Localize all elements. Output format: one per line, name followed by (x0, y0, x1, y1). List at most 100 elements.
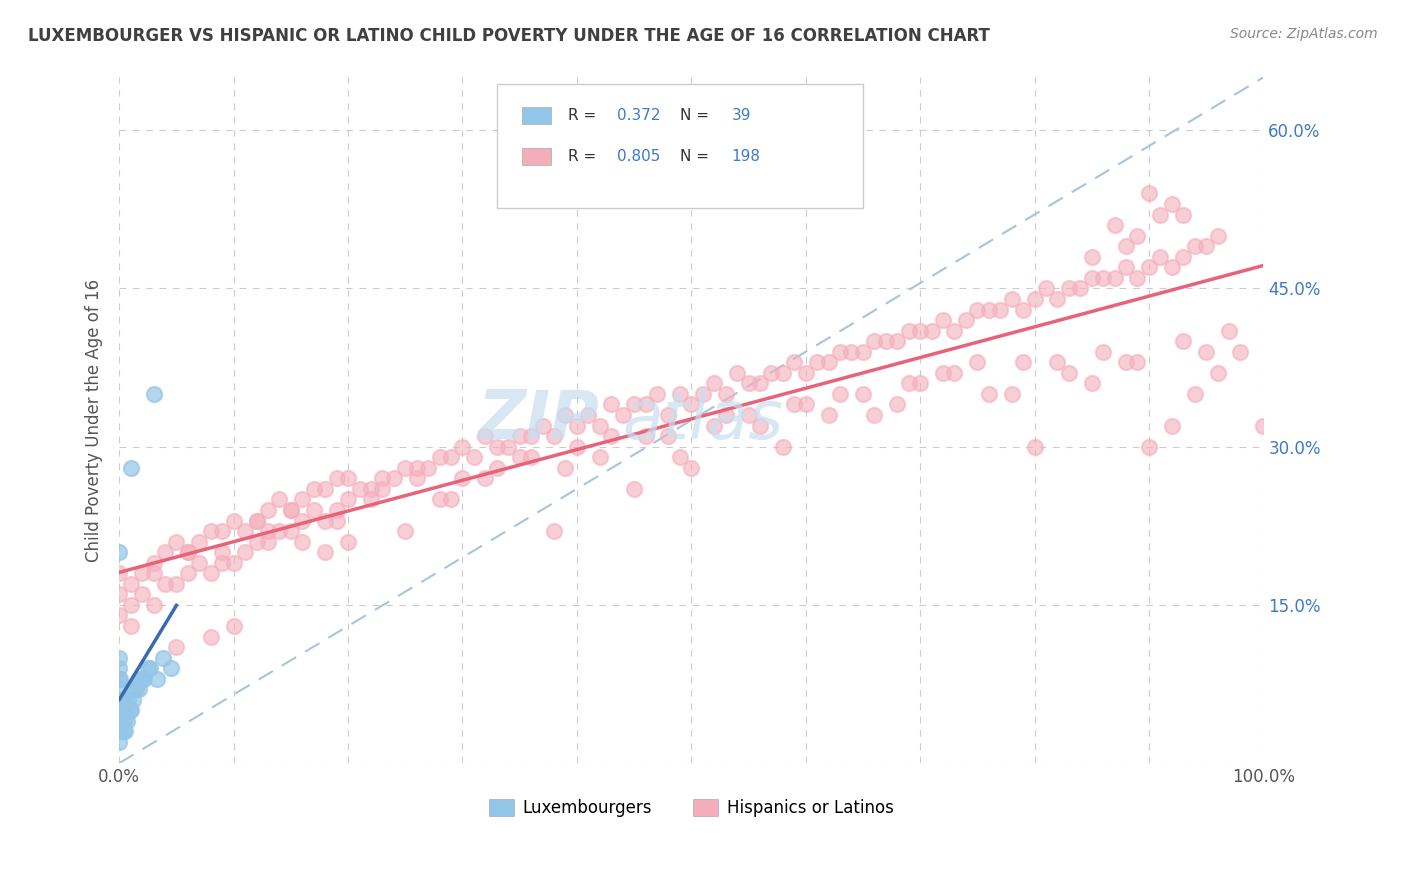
Point (1206, 228, 1229, 243)
Point (703, 418, 725, 433)
Point (520, 429, 543, 443)
Point (394, 460, 416, 475)
Point (200, 566, 222, 581)
Point (1024, 440, 1046, 454)
Point (257, 534, 280, 549)
Point (576, 408, 599, 422)
Point (166, 576, 188, 591)
Point (634, 397, 657, 411)
Point (120, 598, 142, 612)
Point (429, 450, 451, 465)
Point (108, 545, 131, 559)
Point (749, 376, 772, 391)
Point (737, 376, 759, 391)
Point (108, 566, 131, 581)
FancyBboxPatch shape (522, 148, 551, 165)
Point (325, 503, 347, 517)
Point (589, 418, 612, 433)
Point (136, 661, 159, 675)
Point (142, 598, 165, 612)
Point (841, 344, 863, 359)
Point (681, 397, 703, 411)
Point (1184, 387, 1206, 401)
Text: LUXEMBOURGER VS HISPANIC OR LATINO CHILD POVERTY UNDER THE AGE OF 16 CORRELATION: LUXEMBOURGER VS HISPANIC OR LATINO CHILD… (28, 27, 990, 45)
Point (520, 450, 543, 465)
Point (360, 492, 382, 507)
Point (142, 387, 165, 401)
Point (245, 514, 267, 528)
Point (128, 682, 150, 697)
Point (122, 693, 145, 707)
Point (200, 630, 222, 644)
Point (108, 703, 131, 717)
Point (1149, 208, 1171, 222)
Point (371, 482, 394, 496)
Point (1137, 186, 1160, 201)
Point (852, 344, 875, 359)
Point (463, 450, 485, 465)
Point (737, 408, 759, 422)
Point (134, 672, 156, 686)
Point (966, 302, 988, 317)
Point (600, 397, 623, 411)
Point (600, 429, 623, 443)
Point (114, 693, 136, 707)
Point (669, 387, 692, 401)
FancyBboxPatch shape (496, 85, 863, 208)
Point (131, 587, 153, 601)
Point (908, 376, 931, 391)
Point (1024, 292, 1046, 306)
Point (111, 724, 134, 739)
Point (1195, 344, 1218, 359)
Point (1001, 387, 1024, 401)
Point (703, 376, 725, 391)
Point (108, 587, 131, 601)
Point (188, 534, 211, 549)
Point (749, 418, 772, 433)
Point (783, 355, 806, 369)
Point (875, 334, 897, 348)
Point (886, 334, 908, 348)
Point (382, 471, 405, 485)
Point (142, 556, 165, 570)
Point (125, 682, 148, 697)
Point (714, 387, 737, 401)
Point (817, 408, 839, 422)
Point (131, 672, 153, 686)
Point (988, 302, 1011, 317)
Point (1173, 208, 1195, 222)
Point (211, 556, 233, 570)
Point (806, 355, 828, 369)
Point (852, 387, 875, 401)
Point (120, 460, 142, 475)
Point (908, 324, 931, 338)
Point (474, 429, 496, 443)
Point (496, 440, 519, 454)
Point (314, 482, 336, 496)
Text: N =: N = (681, 108, 714, 123)
Point (645, 387, 668, 401)
FancyBboxPatch shape (522, 106, 551, 124)
Point (1080, 376, 1102, 391)
Point (543, 524, 565, 538)
Point (108, 661, 131, 675)
Point (280, 524, 302, 538)
Point (120, 619, 142, 633)
Text: R =: R = (568, 108, 600, 123)
Point (269, 492, 291, 507)
Point (291, 492, 314, 507)
Point (222, 556, 245, 570)
Point (118, 703, 141, 717)
Point (565, 440, 588, 454)
Point (245, 514, 267, 528)
Point (772, 366, 794, 380)
Point (115, 703, 138, 717)
Point (291, 514, 314, 528)
Point (897, 324, 920, 338)
Point (897, 376, 920, 391)
Point (429, 492, 451, 507)
Point (245, 534, 267, 549)
Point (1012, 302, 1035, 317)
Point (1080, 250, 1102, 264)
Point (828, 344, 851, 359)
